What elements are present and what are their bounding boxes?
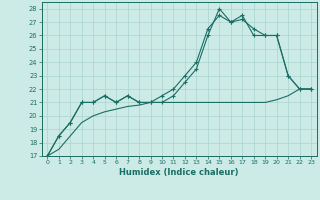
X-axis label: Humidex (Indice chaleur): Humidex (Indice chaleur) [119,168,239,177]
